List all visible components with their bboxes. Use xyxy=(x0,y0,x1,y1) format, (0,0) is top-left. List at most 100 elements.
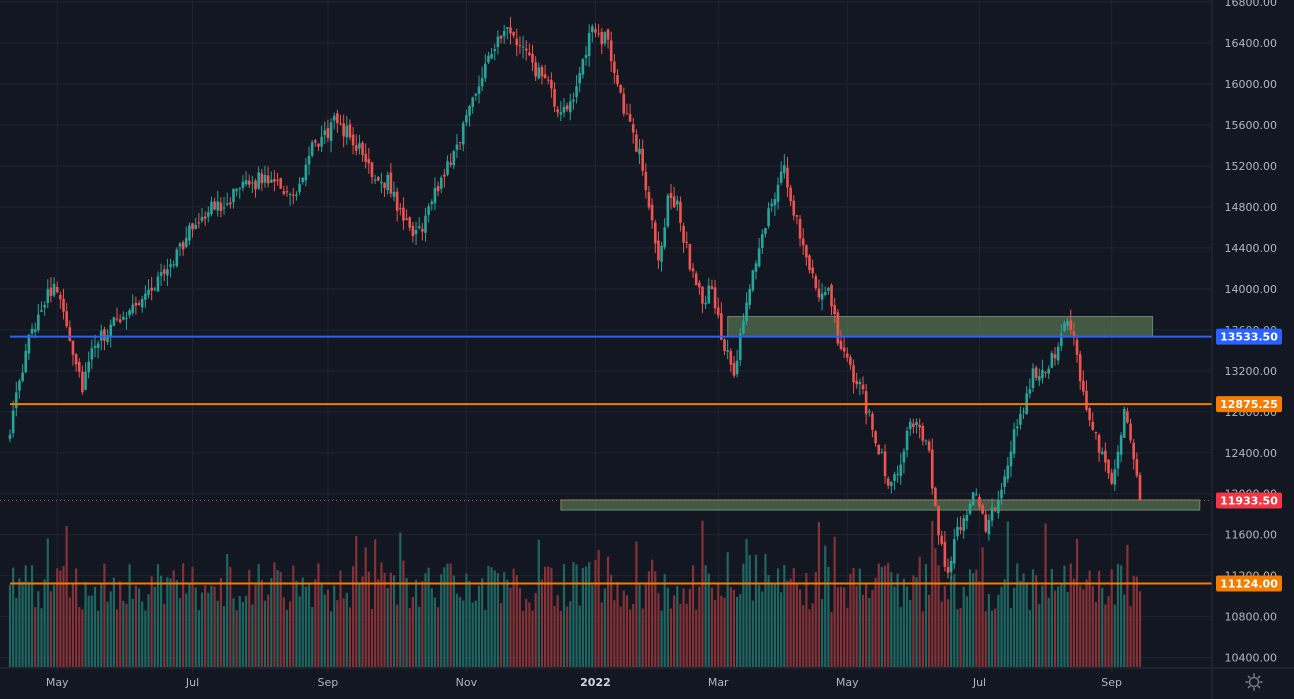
volume-bar xyxy=(380,562,383,667)
volume-bar xyxy=(103,563,106,667)
candle-body xyxy=(43,304,46,308)
volume-bar xyxy=(1091,586,1094,667)
price-tick-label: 15200.00 xyxy=(1225,160,1278,173)
gear-icon[interactable] xyxy=(1245,673,1263,691)
volume-bar xyxy=(257,564,260,667)
candle-body xyxy=(323,130,327,136)
candle-body xyxy=(578,73,582,84)
price-tick-label: 12400.00 xyxy=(1225,447,1278,460)
volume-bar xyxy=(443,567,446,667)
candle-body xyxy=(798,218,802,239)
candle-body xyxy=(546,79,550,81)
candle-body xyxy=(342,123,345,137)
volume-bar xyxy=(90,595,93,667)
candle-body xyxy=(1072,331,1076,338)
candle-body xyxy=(367,159,371,164)
candle-body xyxy=(682,225,685,243)
candle-body xyxy=(729,351,733,365)
candle-body xyxy=(24,350,28,373)
volume-bar xyxy=(1094,601,1098,667)
candle-body xyxy=(295,194,298,197)
volume-bar xyxy=(484,609,487,667)
candle-body xyxy=(93,346,97,348)
volume-bar xyxy=(761,591,764,667)
volume-bar xyxy=(666,587,669,667)
candle-body xyxy=(984,514,988,532)
volume-bar xyxy=(547,566,550,667)
volume-bar xyxy=(550,567,553,667)
candle-body xyxy=(930,449,934,489)
volume-bar xyxy=(754,554,758,667)
candle-body xyxy=(808,255,811,271)
candle-body xyxy=(402,207,405,221)
price-zone[interactable] xyxy=(560,499,1201,511)
candle-body xyxy=(1009,451,1013,467)
candle-body xyxy=(150,287,153,291)
candle-body xyxy=(908,421,912,430)
candle-body xyxy=(502,31,506,37)
volume-bar xyxy=(1038,604,1041,667)
volume-bar xyxy=(440,574,443,667)
candle-body xyxy=(691,268,695,272)
volume-bar xyxy=(109,591,112,667)
volume-bar xyxy=(125,603,128,667)
volume-bar xyxy=(739,594,742,667)
candle-body xyxy=(310,142,314,156)
candle-body xyxy=(480,77,484,87)
candle-body xyxy=(943,541,947,567)
volume-bar xyxy=(584,566,588,667)
volume-bar xyxy=(163,604,166,667)
candle-body xyxy=(181,242,185,250)
candle-body xyxy=(269,179,273,183)
candle-body xyxy=(685,241,689,243)
volume-bar xyxy=(1075,538,1079,667)
candle-body xyxy=(855,380,859,385)
volume-bars xyxy=(8,520,1142,667)
candle-body xyxy=(46,289,50,304)
candle-body xyxy=(137,303,141,305)
candle-body xyxy=(332,115,336,121)
volume-bar xyxy=(880,567,883,667)
candle-body xyxy=(792,200,796,216)
volume-bar xyxy=(701,520,704,667)
candle-body xyxy=(144,293,147,300)
candle-body xyxy=(1022,411,1025,413)
volume-bar xyxy=(468,580,471,667)
volume-bar xyxy=(292,565,295,667)
candle-body xyxy=(720,313,723,340)
volume-bar xyxy=(194,587,197,667)
candle-body xyxy=(710,286,714,290)
time-axis[interactable]: May Jul Sep Nov 2022 Mar May Jul Sep xyxy=(0,667,1294,689)
volume-bar xyxy=(902,578,906,667)
candle-body xyxy=(49,287,53,297)
candle-body xyxy=(868,411,871,413)
volume-bar xyxy=(122,600,125,667)
candle-body xyxy=(534,62,537,77)
candle-body xyxy=(638,148,641,155)
candle-body xyxy=(213,201,216,210)
volume-bar xyxy=(452,575,455,667)
volume-bar xyxy=(128,564,131,667)
candle-body xyxy=(874,431,877,444)
candle-body xyxy=(493,49,497,52)
price-zone[interactable] xyxy=(727,316,1154,338)
candle-body xyxy=(68,327,72,342)
candle-body xyxy=(997,500,1000,514)
candle-body xyxy=(112,317,116,326)
volume-bar xyxy=(377,579,380,667)
volume-bar xyxy=(150,576,153,667)
volume-bar xyxy=(575,564,578,667)
time-tick-label: Sep xyxy=(1101,676,1122,689)
candle-body xyxy=(613,61,616,73)
candle-body xyxy=(871,413,874,430)
volume-bar xyxy=(874,577,877,667)
candle-body xyxy=(361,142,364,155)
volume-bar xyxy=(1019,580,1022,667)
horizontal-lines[interactable] xyxy=(0,335,1212,585)
price-axis[interactable]: 10400.0010800.0011200.0011600.0012000.00… xyxy=(1211,0,1278,699)
candle-body xyxy=(37,314,40,331)
volume-bar xyxy=(1012,587,1016,667)
candle-body xyxy=(704,302,707,305)
volume-bar xyxy=(795,582,799,667)
